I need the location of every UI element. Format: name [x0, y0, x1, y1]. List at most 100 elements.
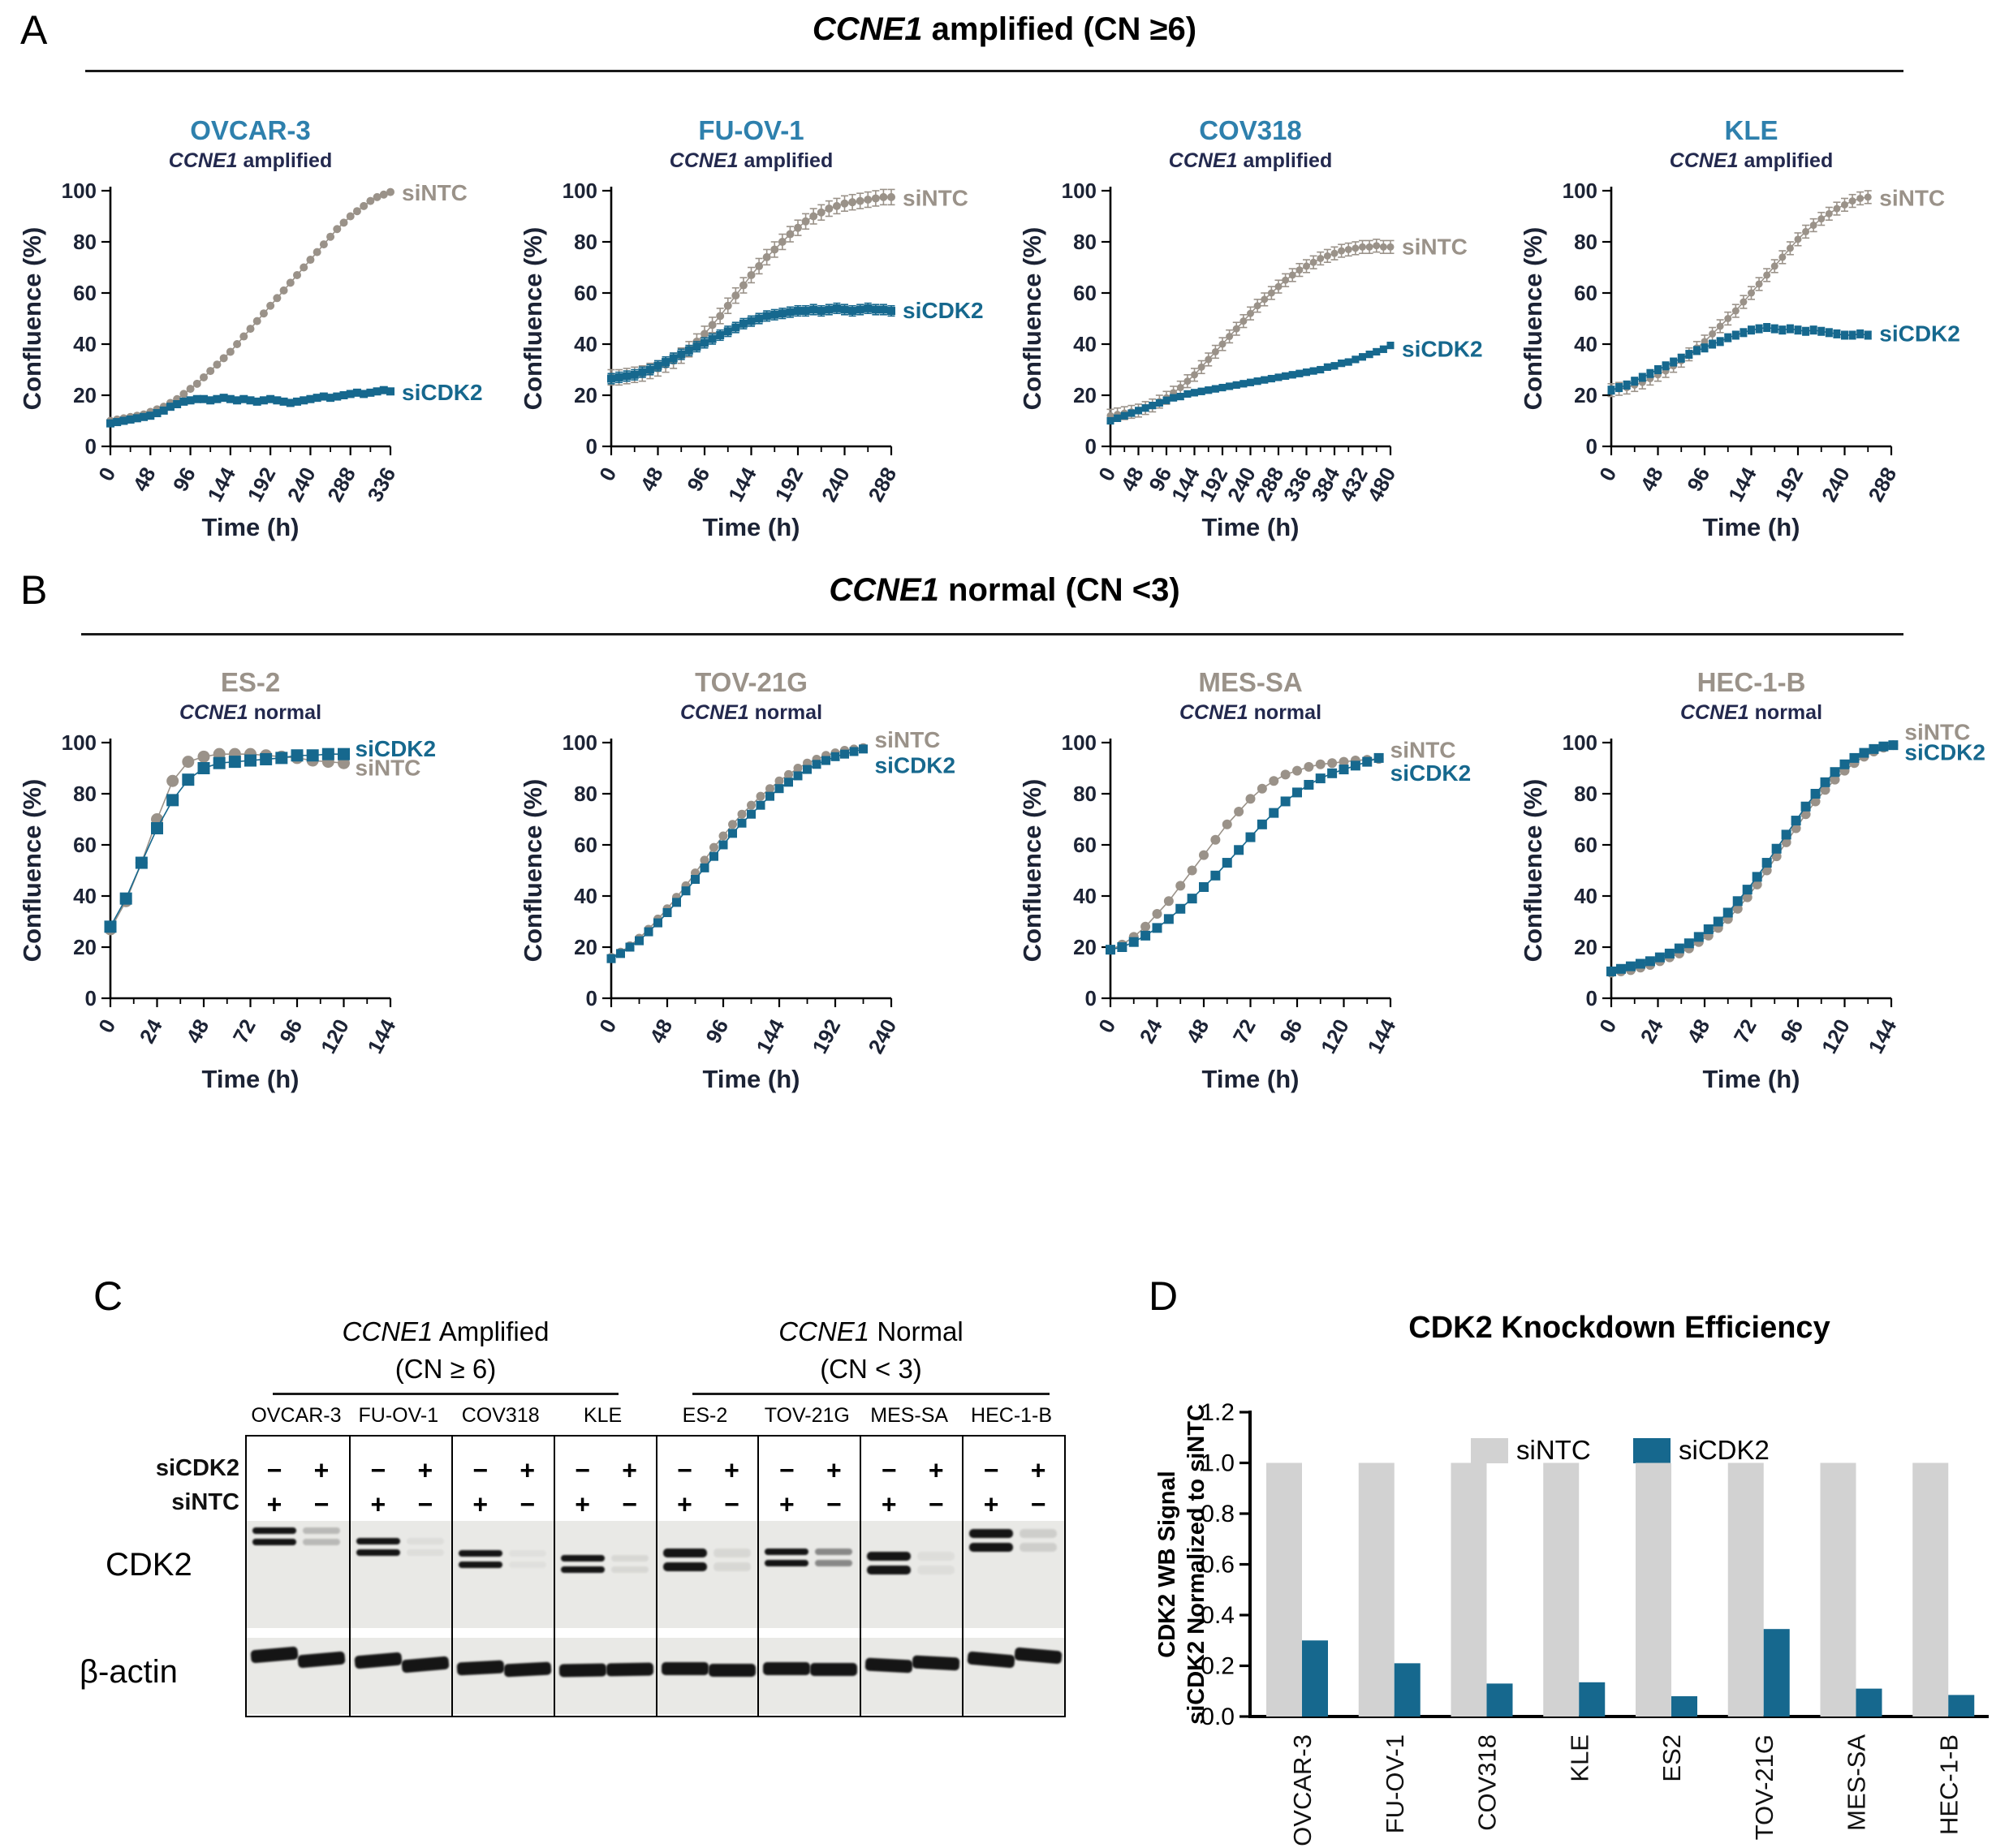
svg-text:144: 144 — [202, 463, 240, 506]
y-axis-label: Confluence (%) — [1021, 227, 1046, 411]
bar-sicdk2-TOV-21G — [1763, 1629, 1790, 1717]
wb-cdk2-band-MES-SA-lane1 — [867, 1552, 912, 1561]
svg-text:60: 60 — [1574, 833, 1597, 857]
x-axis-label: Time (h) — [1703, 1065, 1800, 1093]
bar-sintc-HEC-1-B — [1912, 1462, 1949, 1717]
series-siNTC — [1106, 754, 1384, 955]
svg-text:144: 144 — [1723, 463, 1761, 506]
series-siNTC — [104, 747, 350, 936]
wb-sign-siNTC-TOV-21G-lane2: − — [826, 1489, 842, 1519]
svg-text:144: 144 — [362, 1014, 400, 1058]
wb-cdk2-band-COV318-lane1 — [458, 1550, 502, 1557]
svg-text:40: 40 — [1073, 884, 1097, 908]
series-siNTC — [1606, 740, 1899, 978]
series-siCDK2 — [1606, 740, 1899, 976]
wb-actin-band-OVCAR-3-lane1 — [250, 1646, 299, 1664]
wb-actin-band-FU-OV-1-lane2 — [401, 1656, 450, 1674]
svg-text:144: 144 — [1863, 1014, 1901, 1058]
svg-text:288: 288 — [863, 463, 901, 506]
series-label-siCDK2: siCDK2 — [1879, 321, 1960, 346]
svg-text:96: 96 — [701, 1015, 733, 1048]
panel-a-header-rest: amplified (CN ≥6) — [922, 11, 1197, 47]
wb-underline-amplified — [273, 1393, 619, 1395]
svg-text:240: 240 — [817, 463, 855, 506]
series-siCDK2 — [106, 386, 394, 428]
svg-text:20: 20 — [1073, 935, 1097, 959]
svg-text:80: 80 — [73, 782, 97, 806]
svg-text:72: 72 — [228, 1015, 261, 1048]
category-label-ES2: ES2 — [1658, 1734, 1686, 1782]
series-siCDK2 — [1106, 752, 1384, 955]
wb-cell-name-ES-2: ES-2 — [682, 1404, 728, 1427]
svg-text:20: 20 — [1574, 935, 1597, 959]
svg-text:40: 40 — [574, 884, 597, 908]
x-axis-label: Time (h) — [202, 513, 300, 541]
bar-sicdk2-HEC-1-B — [1948, 1695, 1975, 1717]
category-label-HEC-1-B: HEC-1-B — [1934, 1734, 1963, 1835]
svg-text:20: 20 — [73, 935, 97, 959]
wb-panel-HEC-1-B: − + + − — [962, 1437, 1064, 1716]
wb-cdk2-band-MES-SA-lane2 — [917, 1566, 955, 1574]
svg-text:24: 24 — [135, 1014, 167, 1047]
wb-cdk2-band-HEC-1-B-lane2 — [1020, 1542, 1058, 1552]
bar-sintc-MES-SA — [1820, 1462, 1856, 1717]
series-siCDK2 — [606, 744, 868, 963]
svg-text:60: 60 — [574, 833, 597, 857]
svg-text:1.0: 1.0 — [1201, 1450, 1235, 1477]
category-label-MES-SA: MES-SA — [1843, 1734, 1871, 1831]
svg-text:1.2: 1.2 — [1201, 1399, 1235, 1426]
svg-text:0: 0 — [93, 463, 120, 485]
wb-panel-MES-SA: − + + − — [860, 1437, 962, 1716]
svg-text:40: 40 — [73, 332, 97, 356]
wb-actin-band-TOV-21G-lane2 — [810, 1662, 858, 1676]
wb-sign-siCDK2-COV318-lane1: − — [472, 1455, 489, 1485]
wb-cdk2-band-KLE-lane2 — [610, 1566, 649, 1573]
wb-sign-siNTC-ES-2-lane1: + — [677, 1489, 692, 1519]
wb-actin-band-OVCAR-3-lane2 — [297, 1651, 346, 1669]
wb-sign-siCDK2-ES-2-lane1: − — [677, 1455, 692, 1485]
svg-text:120: 120 — [1817, 1015, 1855, 1058]
series-label-siCDK2: siCDK2 — [1904, 740, 1985, 765]
panel-b-label: B — [20, 567, 48, 613]
svg-text:96: 96 — [682, 463, 714, 496]
chart-subtitle: CCNE1 normal — [1179, 701, 1321, 724]
svg-text:192: 192 — [243, 463, 281, 506]
wb-cdk2-band-TOV-21G-lane2 — [815, 1549, 853, 1556]
series-label-siCDK2: siCDK2 — [903, 298, 984, 323]
chart-subtitle: CCNE1 amplified — [1670, 149, 1833, 172]
wb-panel-OVCAR-3: − + + − — [247, 1437, 349, 1716]
y-axis-label: Confluence (%) — [21, 227, 46, 411]
svg-text:80: 80 — [1574, 230, 1597, 254]
series-siNTC — [106, 187, 394, 425]
chart-slot-ovcar3: OVCAR-3 CCNE1 amplified 0 20 40 60 80 100 0 48 96 1… — [18, 97, 496, 552]
svg-text:60: 60 — [1073, 833, 1097, 857]
wb-sign-siNTC-KLE-lane1: + — [575, 1489, 590, 1519]
wb-sign-siCDK2-HEC-1-B-lane1: − — [983, 1455, 999, 1485]
chart-subtitle: CCNE1 normal — [680, 701, 822, 724]
series-label-siNTC: siNTC — [1879, 185, 1945, 210]
series-siCDK2 — [607, 302, 895, 385]
svg-text:100: 100 — [563, 179, 597, 203]
y-axis-label-line-2: siCDK2 Normalized to siNTC — [1183, 1404, 1209, 1725]
bar-sintc-OVCAR-3 — [1266, 1462, 1302, 1717]
svg-text:288: 288 — [1863, 463, 1901, 506]
x-axis-label: Time (h) — [1202, 1065, 1300, 1093]
series-label-siNTC: siNTC — [875, 727, 941, 752]
svg-text:20: 20 — [1073, 383, 1097, 407]
panel-d-label: D — [1149, 1273, 1179, 1319]
panel-b-underline — [81, 633, 1903, 635]
wb-cell-name-MES-SA: MES-SA — [870, 1404, 949, 1427]
wb-sign-siCDK2-ES-2-lane2: + — [724, 1455, 739, 1485]
series-siCDK2 — [1607, 322, 1872, 395]
wb-sign-siNTC-COV318-lane1: + — [472, 1489, 489, 1519]
y-axis-label: Confluence (%) — [522, 227, 547, 411]
panel-c-label: C — [93, 1273, 123, 1319]
svg-text:0: 0 — [586, 434, 597, 459]
svg-text:48: 48 — [636, 463, 668, 496]
svg-text:120: 120 — [1316, 1015, 1354, 1058]
wb-cdk2-band-KLE-lane1 — [560, 1566, 605, 1573]
series-label-siCDK2: siCDK2 — [1402, 336, 1483, 361]
wb-sign-siNTC-OVCAR-3-lane1: + — [266, 1489, 282, 1519]
chart-title: FU-OV-1 — [698, 115, 804, 145]
